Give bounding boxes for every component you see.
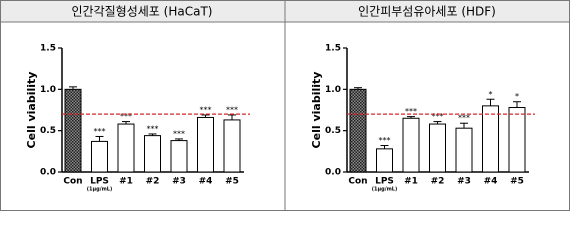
bar: [349, 88, 367, 173]
significance: ***: [432, 112, 444, 121]
x-tick-label: #5: [225, 177, 239, 187]
x-tick-label: LPS: [375, 177, 394, 187]
bar: [508, 107, 526, 173]
panel-title: 인간피부섬유아세포 (HDF): [358, 5, 496, 19]
bar: [376, 148, 393, 173]
bar: [455, 127, 473, 173]
significance: ***: [200, 105, 212, 114]
significance: ***: [120, 112, 132, 121]
significance: ***: [173, 129, 185, 138]
page: 인간각질형성세포 (HaCaT) 인간피부섬유아세포 (HDF) Cell vi…: [0, 0, 570, 211]
x-tick-label: #2: [146, 177, 160, 187]
significance: *: [515, 92, 519, 101]
significance: ***: [226, 105, 238, 114]
x-tick-sublabel: (1μg/mL): [87, 187, 113, 193]
x-tick-label: #4: [199, 177, 213, 187]
bar: [91, 140, 108, 173]
y-tick-label: 1.5: [40, 44, 56, 54]
significance: ***: [458, 114, 470, 123]
panel-title: 인간각질형성세포 (HaCaT): [72, 5, 213, 19]
x-tick-label: #1: [119, 177, 133, 187]
bar: [482, 105, 499, 173]
bar: [223, 119, 241, 173]
x-tick-label: Con: [63, 177, 82, 187]
bar: [170, 140, 188, 173]
bar: [429, 123, 446, 173]
x-tick-label: Con: [348, 177, 367, 187]
x-tick-sublabel: (1μg/mL): [372, 187, 398, 193]
y-tick-label: 1.0: [325, 85, 341, 95]
x-tick-label: #3: [172, 177, 186, 187]
y-tick-label: 1.5: [325, 44, 341, 54]
bar: [144, 135, 161, 173]
y-axis-label: Cell viability: [310, 72, 323, 149]
bar: [197, 116, 214, 173]
x-tick-label: #3: [457, 177, 471, 187]
y-tick-label: 0.0: [40, 168, 56, 178]
y-tick-label: 1.0: [40, 85, 56, 95]
significance: ***: [147, 124, 159, 133]
significance: ***: [94, 127, 106, 136]
x-tick-label: LPS: [90, 177, 109, 187]
y-tick-label: 0.5: [325, 126, 341, 136]
y-tick-label: 0.5: [40, 126, 56, 136]
x-tick-label: #5: [510, 177, 524, 187]
bar: [402, 117, 420, 173]
significance: ***: [405, 107, 417, 116]
bar: [64, 88, 82, 173]
significance: ***: [379, 136, 391, 145]
x-tick-label: #2: [431, 177, 445, 187]
y-tick-label: 0.0: [325, 168, 341, 178]
bar: [117, 123, 135, 173]
significance: *: [489, 90, 493, 99]
x-tick-label: #1: [404, 177, 418, 187]
y-axis-label: Cell viability: [25, 72, 38, 149]
x-tick-label: #4: [484, 177, 498, 187]
